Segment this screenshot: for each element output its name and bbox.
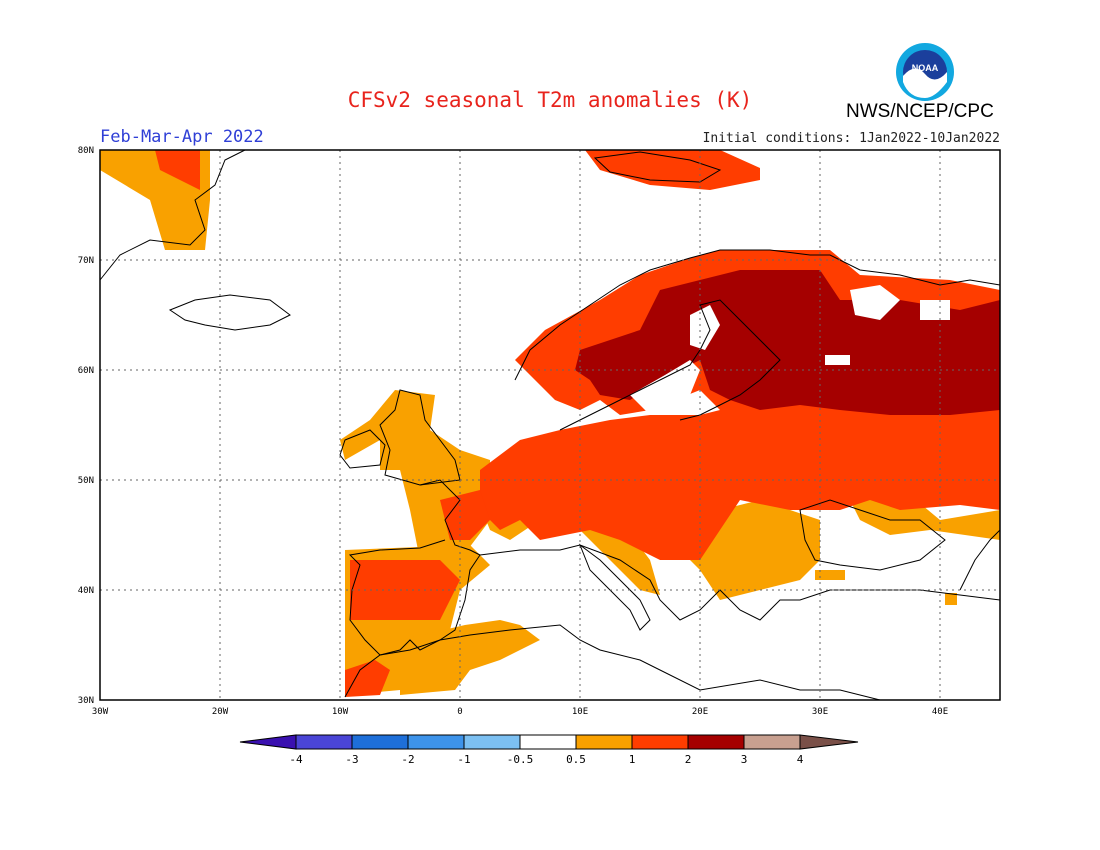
map-title: CFSv2 seasonal T2m anomalies (K) <box>347 88 753 112</box>
anomaly-patch-svalbard <box>585 150 760 190</box>
colorbar-bin-minus1-minus0.5 <box>463 734 521 750</box>
lon-label-0: 0 <box>457 707 462 717</box>
coastline-baltic <box>559 299 781 431</box>
anomaly-patch-black-sea <box>850 495 1000 540</box>
coastline-ireland <box>339 429 386 469</box>
colorbar-label: 4 <box>797 753 804 766</box>
coastline-scandinavia <box>514 249 1001 381</box>
lat-label-50n: 50N <box>78 476 94 486</box>
gap-baltic-sea <box>630 360 700 415</box>
colorbar-label: 2 <box>685 753 692 766</box>
colorbar-label: 3 <box>741 753 748 766</box>
noaa-logo-icon: NOAA <box>896 43 954 101</box>
colorbar-label: 0.5 <box>566 753 586 766</box>
gap-russia-small <box>825 355 850 365</box>
coastline-europe-west <box>348 479 481 656</box>
colorbar-bin-1-2 <box>631 734 689 750</box>
anomaly-patch-iberia-core <box>350 560 460 620</box>
colorbar-bin-minus4-minus3 <box>295 734 353 750</box>
coastline-black-sea <box>799 499 946 571</box>
longitude-labels: 30W 20W 10W 0 10E 20E 30E 40E <box>92 707 948 717</box>
lon-label-30e: 30E <box>812 707 828 717</box>
colorbar <box>239 734 859 750</box>
agency-label: NWS/NCEP/CPC <box>846 101 994 122</box>
coastline-greenland <box>99 149 246 281</box>
coastline-svalbard <box>593 151 722 183</box>
colorbar-label: -1 <box>457 753 470 766</box>
gap-gulf-of-bothnia <box>690 305 720 350</box>
lat-label-80n: 80N <box>78 146 94 156</box>
anomaly-patch-morocco <box>345 660 390 697</box>
coastline-caspian <box>959 529 1001 591</box>
colorbar-label: -2 <box>401 753 414 766</box>
colorbar-bin-minus0.5-0.5 <box>519 734 577 750</box>
colorbar-labels: -4 -3 -2 -1 -0.5 0.5 1 2 3 4 <box>289 753 803 766</box>
lon-label-10w: 10W <box>332 707 349 717</box>
colorbar-bin-2-3 <box>687 734 745 750</box>
season-label: Feb-Mar-Apr 2022 <box>100 127 264 147</box>
gap-kola <box>920 300 950 320</box>
colorbar-label: -0.5 <box>507 753 534 766</box>
lon-label-30w: 30W <box>92 707 109 717</box>
near-normal-gaps <box>630 285 950 415</box>
lat-label-70n: 70N <box>78 256 94 266</box>
colorbar-bin-minus2-minus1 <box>407 734 465 750</box>
coastline-africa-north <box>344 624 881 701</box>
lat-label-60n: 60N <box>78 366 94 376</box>
lon-label-20e: 20E <box>692 707 708 717</box>
colorbar-label: -3 <box>345 753 358 766</box>
colorbar-bin-3-4 <box>743 734 801 750</box>
colorbar-arrow-left <box>239 734 297 750</box>
anomaly-patch-caucasus <box>945 593 957 605</box>
gap-white-sea <box>850 285 900 320</box>
anomaly-patch-france <box>440 490 490 540</box>
lat-label-30n: 30N <box>78 696 94 706</box>
colorbar-arrow-right <box>799 734 859 750</box>
colorbar-bin-0.5-1 <box>575 734 633 750</box>
latitude-labels: 80N 70N 60N 50N 40N 30N <box>78 146 94 706</box>
coastline-italy <box>578 543 651 631</box>
anomaly-patch-anatolia <box>815 570 845 580</box>
anomaly-patch-north-africa <box>400 620 540 695</box>
noaa-logo-text: NOAA <box>912 63 939 73</box>
map-frame <box>99 149 1001 701</box>
colorbar-label: 1 <box>629 753 636 766</box>
coastline-britain <box>379 389 461 486</box>
colorbar-bin-minus3-minus2 <box>351 734 409 750</box>
colorbar-label: -4 <box>289 753 303 766</box>
lon-label-40e: 40E <box>932 707 948 717</box>
initial-conditions-label: Initial conditions: 1Jan2022-10Jan2022 <box>702 131 1000 146</box>
lat-label-40n: 40N <box>78 586 94 596</box>
gridlines <box>100 150 1000 700</box>
lon-label-10e: 10E <box>572 707 588 717</box>
coastline-iceland <box>168 294 291 331</box>
lon-label-20w: 20W <box>212 707 229 717</box>
anomaly-patch-greenland-coast <box>155 150 200 190</box>
